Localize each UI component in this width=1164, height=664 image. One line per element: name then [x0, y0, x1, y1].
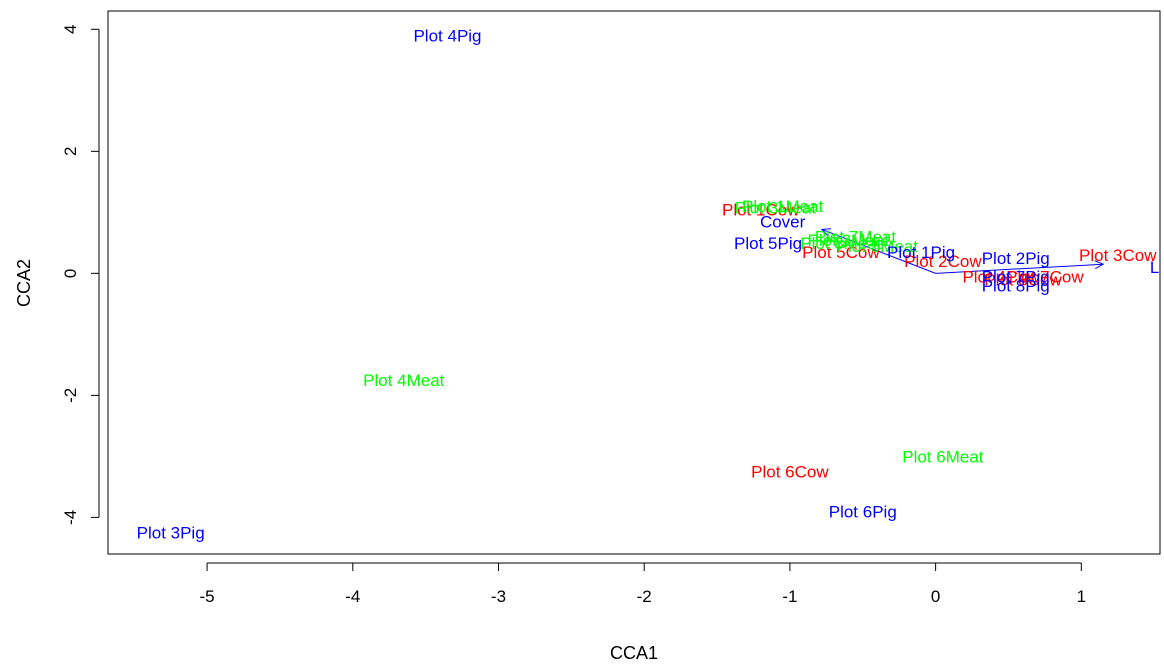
biplot-arrow-label: Cover	[760, 212, 806, 231]
biplot-arrow-head	[1094, 260, 1105, 269]
biplot-arrow-label: Litter	[1150, 258, 1164, 277]
y-tick-label: 2	[61, 147, 80, 156]
x-axis: -5 -4 -3 -2 -1 0 1	[200, 562, 1086, 606]
plot-area: Cover Litter Plot 1Cow Plot 2Cow Plot 3Cow P…	[137, 26, 1164, 542]
site-label: Plot 1Pig	[887, 243, 955, 262]
site-label: Plot 5Pig	[734, 234, 802, 253]
x-tick-label: -1	[782, 587, 797, 606]
site-label: Plot 5Meat	[837, 237, 919, 256]
biplot-arrow	[935, 263, 1104, 274]
site-label: Plot 3Meat	[735, 198, 817, 217]
site-label: Plot 4Cow	[962, 267, 1040, 286]
biplot-arrow	[821, 228, 936, 274]
site-label: Plot 3Cow	[1079, 246, 1157, 265]
site-label: Plot 4Meat	[363, 371, 445, 390]
plot-frame	[107, 10, 1161, 555]
site-label: Plot 6Meat	[902, 447, 984, 466]
biplot-arrows: Cover Litter	[760, 212, 1164, 277]
site-label: Plot 2Cow	[904, 252, 982, 271]
site-label: Plot 7Meat	[815, 228, 897, 247]
site-label: Plot 3Pig	[137, 524, 205, 543]
site-label: Plot 1Meat	[742, 197, 824, 216]
site-label: Plot 6Pig	[829, 502, 897, 521]
y-tick-label: -4	[61, 510, 80, 525]
x-axis-label: CCA1	[610, 643, 658, 663]
site-label: Plot 7Cow	[1006, 267, 1084, 286]
site-label: Plot 8Meat	[800, 234, 882, 253]
site-label: Plot 8Pig	[982, 277, 1050, 296]
site-label: Plot 4Pig	[413, 26, 481, 45]
site-label: Plot 6Cow	[751, 463, 829, 482]
site-label: Plot 8Cow	[984, 270, 1062, 289]
y-axis-label: CCA2	[14, 259, 34, 307]
site-label: Plot 1Cow	[722, 200, 800, 219]
site-label: Plot 2Pig	[982, 249, 1050, 268]
y-tick-label: -2	[61, 388, 80, 403]
x-tick-label: -4	[345, 587, 360, 606]
y-tick-label: 4	[61, 25, 80, 34]
y-axis: -4 -2 0 2 4	[61, 25, 100, 525]
y-tick-label: 0	[61, 269, 80, 278]
site-label: Plot 7Pig	[982, 267, 1050, 286]
x-tick-label: -2	[637, 587, 652, 606]
biplot-arrow-head	[820, 228, 831, 237]
x-tick-label: -5	[200, 587, 215, 606]
x-tick-label: -3	[491, 587, 506, 606]
site-label: Plot 5Cow	[802, 243, 880, 262]
x-tick-label: 0	[931, 587, 940, 606]
x-tick-label: 1	[1077, 587, 1086, 606]
site-label: Plot 2Meat	[808, 231, 890, 250]
